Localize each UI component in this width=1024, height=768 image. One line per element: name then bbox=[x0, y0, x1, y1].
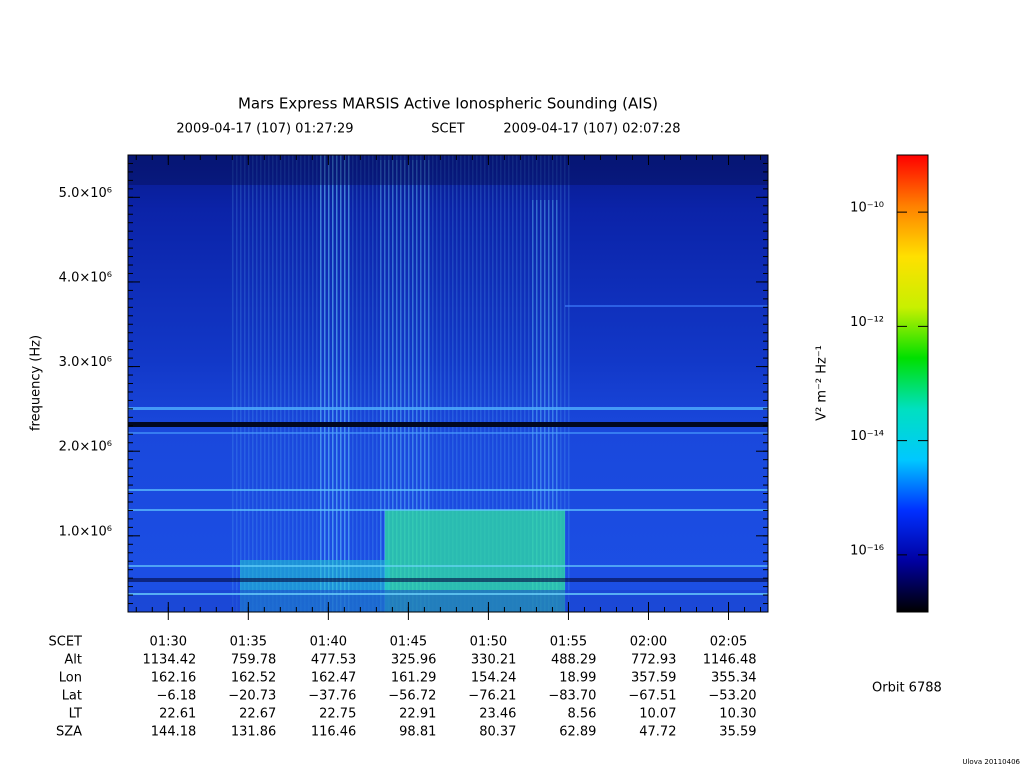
x-tick-label: 01:35 bbox=[230, 635, 267, 650]
colorbar-tick-label: 10⁻¹⁴ bbox=[850, 429, 884, 444]
y-tick-label: 5.0×10⁶ bbox=[59, 186, 112, 201]
colorbar bbox=[896, 154, 929, 613]
ephemeris-value: 488.29 bbox=[551, 653, 597, 668]
ephemeris-value: 131.86 bbox=[231, 725, 277, 740]
ephemeris-value: 162.47 bbox=[311, 671, 357, 686]
colorbar-tick-label: 10⁻¹² bbox=[850, 315, 884, 330]
x-tick-label: 01:40 bbox=[310, 635, 347, 650]
ephemeris-value: −56.72 bbox=[388, 689, 436, 704]
y-axis-label: frequency (Hz) bbox=[29, 335, 44, 431]
ephemeris-value: 10.07 bbox=[639, 707, 676, 722]
colorbar-label: V² m⁻² Hz⁻¹ bbox=[815, 345, 830, 421]
ephemeris-value: −76.21 bbox=[468, 689, 516, 704]
x-tick-label: 01:55 bbox=[550, 635, 587, 650]
ephemeris-value: 22.91 bbox=[399, 707, 436, 722]
ephemeris-value: −67.51 bbox=[628, 689, 676, 704]
ephemeris-value: 162.16 bbox=[151, 671, 197, 686]
ephemeris-value: 80.37 bbox=[479, 725, 516, 740]
ephemeris-value: 22.67 bbox=[239, 707, 276, 722]
subtitle-end: 2009-04-17 (107) 02:07:28 bbox=[503, 122, 680, 137]
y-tick-label: 1.0×10⁶ bbox=[59, 524, 112, 539]
ephemeris-row-label: Lon bbox=[59, 671, 82, 686]
ephemeris-value: 357.59 bbox=[631, 671, 677, 686]
ephemeris-row-label: Lat bbox=[62, 689, 82, 704]
ephemeris-value: 154.24 bbox=[471, 671, 517, 686]
y-tick-label: 4.0×10⁶ bbox=[59, 270, 112, 285]
orbit-label: Orbit 6788 bbox=[872, 681, 942, 696]
ephemeris-value: 162.52 bbox=[231, 671, 277, 686]
x-tick-label: 02:00 bbox=[630, 635, 667, 650]
ephemeris-value: 477.53 bbox=[311, 653, 357, 668]
ephemeris-value: 98.81 bbox=[399, 725, 436, 740]
x-tick-label: 01:45 bbox=[390, 635, 427, 650]
ephemeris-value: 1134.42 bbox=[143, 653, 197, 668]
ephemeris-value: 330.21 bbox=[471, 653, 517, 668]
ephemeris-value: 759.78 bbox=[231, 653, 277, 668]
chart-title: Mars Express MARSIS Active Ionospheric S… bbox=[238, 95, 658, 113]
subtitle-start: 2009-04-17 (107) 01:27:29 bbox=[176, 122, 353, 137]
ephemeris-value: 47.72 bbox=[639, 725, 676, 740]
ephemeris-value: 161.29 bbox=[391, 671, 437, 686]
ephemeris-value: 22.75 bbox=[319, 707, 356, 722]
ephemeris-header: SCET bbox=[49, 635, 83, 650]
y-tick-label: 3.0×10⁶ bbox=[59, 355, 112, 370]
ephemeris-value: −83.70 bbox=[548, 689, 596, 704]
credit: Ulova 20110406 bbox=[962, 758, 1020, 766]
ephemeris-row-label: LT bbox=[69, 707, 82, 722]
ephemeris-value: −6.18 bbox=[156, 689, 196, 704]
spectrogram-image bbox=[128, 155, 768, 612]
colorbar-tick-label: 10⁻¹⁶ bbox=[850, 543, 884, 558]
ephemeris-value: 62.89 bbox=[559, 725, 596, 740]
ephemeris-value: −37.76 bbox=[308, 689, 356, 704]
ephemeris-value: 10.30 bbox=[719, 707, 756, 722]
subtitle-scet: SCET bbox=[431, 122, 465, 137]
ephemeris-value: 18.99 bbox=[559, 671, 596, 686]
ephemeris-row-label: Alt bbox=[64, 653, 82, 668]
ephemeris-row-label: SZA bbox=[56, 725, 82, 740]
x-tick-label: 02:05 bbox=[710, 635, 747, 650]
colorbar-tick-label: 10⁻¹⁰ bbox=[850, 201, 884, 216]
ephemeris-value: 772.93 bbox=[631, 653, 677, 668]
ephemeris-value: 22.61 bbox=[159, 707, 196, 722]
y-tick-label: 2.0×10⁶ bbox=[59, 440, 112, 455]
ephemeris-value: 35.59 bbox=[719, 725, 756, 740]
ephemeris-value: 325.96 bbox=[391, 653, 437, 668]
ephemeris-value: 116.46 bbox=[311, 725, 357, 740]
x-tick-label: 01:50 bbox=[470, 635, 507, 650]
x-tick-label: 01:30 bbox=[150, 635, 187, 650]
ephemeris-value: −20.73 bbox=[228, 689, 276, 704]
ephemeris-value: 355.34 bbox=[711, 671, 757, 686]
ephemeris-value: 23.46 bbox=[479, 707, 516, 722]
ephemeris-value: 8.56 bbox=[567, 707, 596, 722]
ephemeris-value: 1146.48 bbox=[703, 653, 757, 668]
ephemeris-value: −53.20 bbox=[708, 689, 756, 704]
ephemeris-value: 144.18 bbox=[151, 725, 197, 740]
